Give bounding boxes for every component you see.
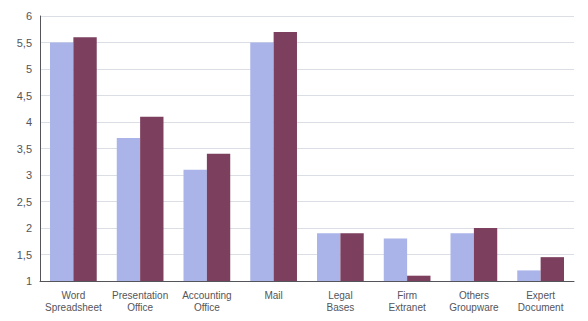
svg-text:3: 3 [26,169,32,181]
svg-text:1: 1 [26,275,32,287]
svg-text:Presentation: Presentation [112,290,168,301]
svg-text:Groupware: Groupware [449,302,499,313]
svg-text:Word: Word [62,290,86,301]
svg-text:5,5: 5,5 [17,37,32,49]
svg-text:Office: Office [194,302,220,313]
svg-text:Accounting: Accounting [182,290,231,301]
svg-text:2,5: 2,5 [17,196,32,208]
svg-text:Bases: Bases [326,302,354,313]
svg-text:Expert: Expert [526,290,555,301]
svg-text:6: 6 [26,10,32,22]
svg-text:Extranet: Extranet [389,302,426,313]
svg-text:Document: Document [518,302,564,313]
svg-text:5: 5 [26,63,32,75]
svg-text:Office: Office [127,302,153,313]
svg-text:4: 4 [26,116,32,128]
svg-text:3,5: 3,5 [17,143,32,155]
svg-text:1,5: 1,5 [17,249,32,261]
svg-text:4,5: 4,5 [17,90,32,102]
svg-text:Spreadsheet: Spreadsheet [45,302,102,313]
svg-text:Legal: Legal [328,290,352,301]
svg-text:Others: Others [459,290,489,301]
svg-text:Mail: Mail [264,290,282,301]
svg-text:2: 2 [26,222,32,234]
svg-text:Firm: Firm [397,290,417,301]
